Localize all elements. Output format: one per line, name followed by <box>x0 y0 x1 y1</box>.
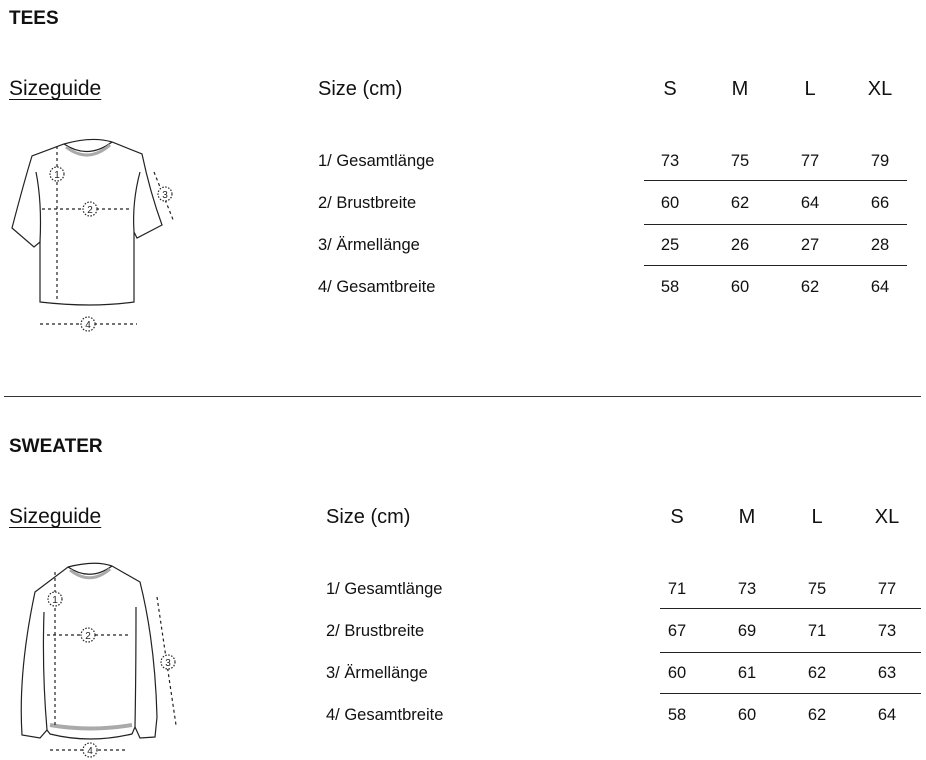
sizeguide-link[interactable]: Sizeguide <box>9 77 102 100</box>
size-column-header: XL <box>874 506 900 528</box>
measurement-value: 79 <box>870 152 890 170</box>
measurement-value: 77 <box>877 580 897 598</box>
size-column-header: XL <box>867 78 893 100</box>
measurement-value: 25 <box>660 236 680 254</box>
sweater-diagram: 1 2 3 4 <box>0 552 190 760</box>
measurement-value: 64 <box>870 278 890 296</box>
svg-text:1: 1 <box>52 595 58 606</box>
measurement-label: 1/ Gesamtlänge <box>318 152 435 170</box>
svg-text:3: 3 <box>162 190 168 201</box>
size-column-header: M <box>731 78 749 100</box>
row-separator <box>644 224 907 225</box>
svg-text:2: 2 <box>85 631 91 642</box>
measurement-label: 4/ Gesamtbreite <box>326 706 444 724</box>
measurement-value: 62 <box>807 664 827 682</box>
measurement-value: 27 <box>800 236 820 254</box>
size-column-header: S <box>663 78 677 100</box>
section-title: TEES <box>9 8 59 29</box>
measurement-label: 4/ Gesamtbreite <box>318 278 436 296</box>
row-separator <box>660 608 921 609</box>
size-column-header: L <box>804 78 816 100</box>
measurement-value: 62 <box>800 278 820 296</box>
measurement-value: 62 <box>730 194 750 212</box>
svg-text:3: 3 <box>165 658 171 669</box>
measurement-label: 3/ Ärmellänge <box>318 236 420 254</box>
measurement-value: 26 <box>730 236 750 254</box>
svg-text:4: 4 <box>85 320 91 331</box>
row-separator <box>660 693 921 694</box>
measurement-value: 28 <box>870 236 890 254</box>
measurement-value: 58 <box>660 278 680 296</box>
svg-text:4: 4 <box>87 746 93 757</box>
measurement-label: 1/ Gesamtlänge <box>326 580 443 598</box>
measurement-value: 60 <box>737 706 757 724</box>
measurement-value: 67 <box>667 622 687 640</box>
measurement-value: 75 <box>730 152 750 170</box>
measurement-value: 58 <box>667 706 687 724</box>
size-header: Size (cm) <box>326 506 411 528</box>
measurement-value: 60 <box>660 194 680 212</box>
measurement-value: 77 <box>800 152 820 170</box>
section-title: SWEATER <box>9 436 103 457</box>
measurement-value: 73 <box>660 152 680 170</box>
row-separator <box>660 652 921 653</box>
measurement-value: 69 <box>737 622 757 640</box>
row-separator <box>644 265 907 266</box>
size-column-header: M <box>738 506 756 528</box>
size-header: Size (cm) <box>318 78 403 100</box>
measurement-value: 66 <box>870 194 890 212</box>
tshirt-diagram: 1 2 3 4 <box>2 132 182 337</box>
row-separator <box>644 180 907 181</box>
svg-text:2: 2 <box>87 205 93 216</box>
size-column-header: S <box>670 506 684 528</box>
measurement-value: 73 <box>877 622 897 640</box>
measurement-value: 60 <box>667 664 687 682</box>
measurement-value: 73 <box>737 580 757 598</box>
section-divider <box>4 396 921 397</box>
measurement-value: 64 <box>800 194 820 212</box>
svg-text:1: 1 <box>54 170 60 181</box>
measurement-label: 2/ Brustbreite <box>326 622 425 640</box>
measurement-value: 61 <box>737 664 757 682</box>
sizeguide-link[interactable]: Sizeguide <box>9 505 102 528</box>
measurement-label: 3/ Ärmellänge <box>326 664 428 682</box>
measurement-label: 2/ Brustbreite <box>318 194 417 212</box>
measurement-value: 63 <box>877 664 897 682</box>
measurement-value: 71 <box>667 580 687 598</box>
measurement-value: 60 <box>730 278 750 296</box>
measurement-value: 64 <box>877 706 897 724</box>
measurement-value: 75 <box>807 580 827 598</box>
measurement-value: 62 <box>807 706 827 724</box>
measurement-value: 71 <box>807 622 827 640</box>
size-column-header: L <box>811 506 823 528</box>
